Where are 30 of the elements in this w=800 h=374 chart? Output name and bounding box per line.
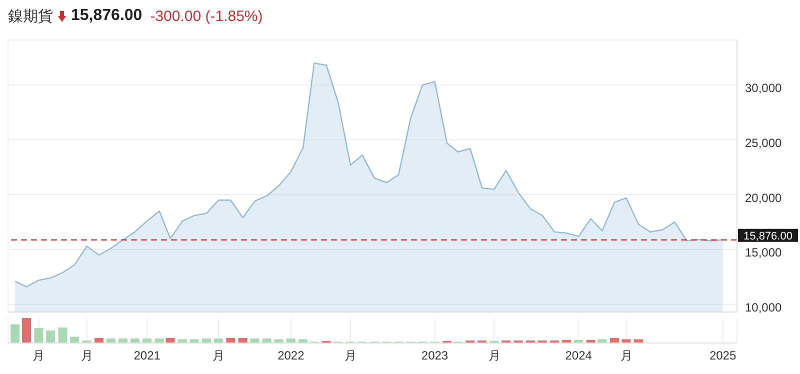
- bar: [10, 324, 20, 343]
- x-tick-label: 月: [488, 348, 500, 363]
- bar: [226, 338, 236, 343]
- x-tick-label: 2021: [134, 348, 161, 363]
- ref-line-label: 15,876.00: [744, 230, 792, 242]
- x-tick-label: 月: [212, 348, 224, 363]
- x-tick-label: 2022: [278, 348, 305, 363]
- x-tick-label: 2023: [421, 348, 448, 363]
- bar: [46, 330, 56, 343]
- x-tick-label: 2024: [565, 348, 592, 363]
- bar: [22, 318, 32, 343]
- text: -300.00 (-1.85%): [150, 8, 263, 24]
- y-tick-label: 25,000: [745, 136, 782, 150]
- bar: [58, 328, 68, 343]
- chart-title: 鎳期貨: [8, 6, 53, 26]
- y-tick-label: 20,000: [745, 190, 782, 205]
- text: 15,876.00: [71, 7, 142, 25]
- bar: [94, 338, 104, 343]
- y-tick-label: 15,000: [745, 246, 782, 260]
- y-tick-label: 10,000: [745, 300, 782, 315]
- x-tick-label: 月: [32, 348, 45, 363]
- y-tick-label: 30,000: [745, 81, 782, 96]
- x-tick-label: 2025: [709, 348, 736, 363]
- bar: [166, 338, 175, 343]
- x-tick-label: 月: [80, 348, 93, 363]
- bar: [34, 328, 44, 343]
- x-tick-label: 月: [620, 348, 632, 363]
- bar: [238, 338, 248, 343]
- x-tick-label: 月: [344, 348, 356, 363]
- bar: [610, 338, 619, 343]
